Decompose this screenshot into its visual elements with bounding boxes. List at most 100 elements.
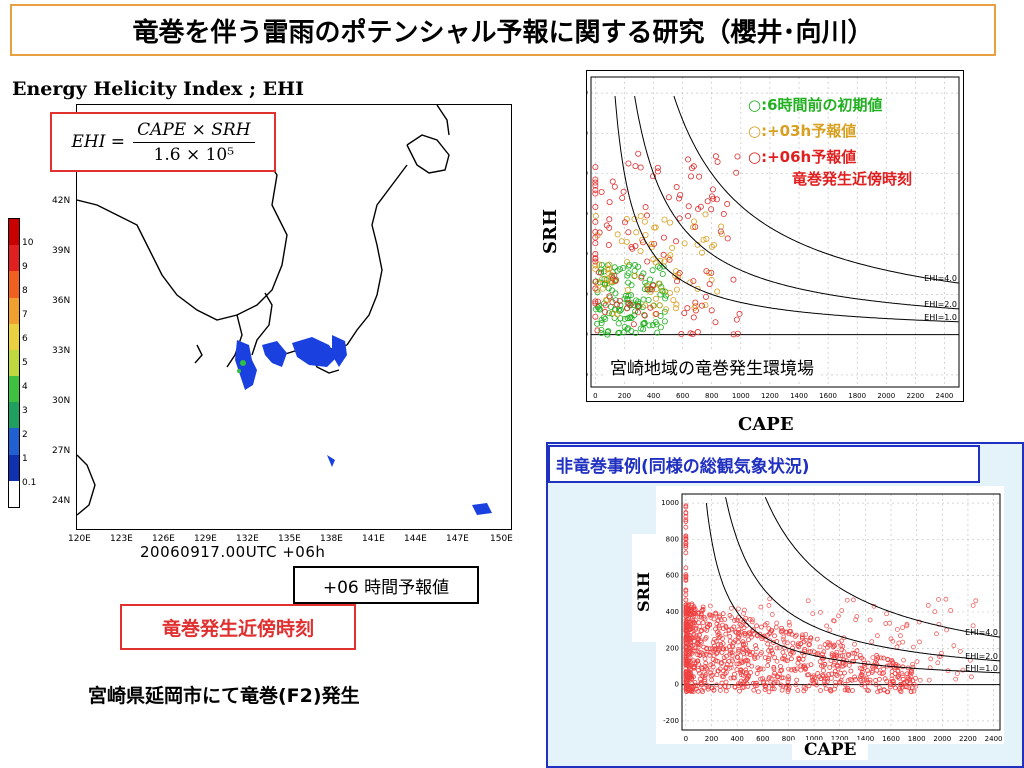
- data-point: [827, 627, 833, 633]
- data-point: [786, 619, 792, 625]
- plot2-xlabel: CAPE: [792, 740, 869, 760]
- data-point: [647, 304, 654, 311]
- data-point: [801, 639, 807, 645]
- data-point: [683, 597, 689, 603]
- data-point: [665, 194, 672, 201]
- data-point: [854, 614, 860, 619]
- data-point: [690, 224, 697, 231]
- data-point: [624, 296, 631, 303]
- lon-label: 132E: [236, 534, 259, 544]
- data-point: [737, 632, 743, 638]
- data-point: [827, 642, 833, 647]
- data-point: [844, 597, 850, 603]
- data-point: [938, 653, 944, 659]
- data-point: [712, 153, 719, 160]
- data-point: [705, 621, 710, 627]
- data-point: [730, 276, 737, 283]
- data-point: [640, 320, 647, 327]
- data-point: [697, 614, 703, 620]
- data-point: [641, 312, 648, 319]
- data-point: [604, 331, 611, 338]
- data-point: [742, 618, 747, 624]
- data-point: [841, 663, 847, 669]
- data-point: [592, 240, 599, 247]
- data-point: [692, 626, 698, 632]
- data-point: [698, 302, 705, 309]
- data-point: [592, 258, 599, 265]
- data-point: [736, 615, 741, 621]
- data-point: [821, 668, 826, 673]
- formula-denominator: 1.6 × 10⁵: [153, 144, 235, 165]
- data-point: [655, 280, 662, 287]
- y-tick-label: 600: [666, 572, 679, 580]
- map-datetime: 20060917.00UTC +06h: [140, 543, 326, 561]
- tornado-time-label: 竜巻発生近傍時刻: [120, 604, 356, 650]
- data-point: [749, 663, 755, 669]
- x-tick-label: 1000: [732, 392, 750, 400]
- data-point: [685, 684, 691, 690]
- data-point: [851, 597, 856, 603]
- data-point: [802, 647, 808, 652]
- data-point: [620, 329, 627, 336]
- data-point: [707, 622, 713, 628]
- data-point: [598, 330, 605, 337]
- data-point: [821, 663, 826, 669]
- data-point: [691, 639, 697, 644]
- data-point: [614, 231, 621, 238]
- data-point: [865, 668, 870, 673]
- data-point: [592, 176, 599, 183]
- data-point: [778, 668, 784, 674]
- lon-label: 120E: [68, 534, 91, 544]
- data-point: [840, 643, 846, 649]
- x-tick-label: 1200: [761, 392, 779, 400]
- data-point: [669, 245, 676, 252]
- x-tick-label: 600: [676, 392, 689, 400]
- data-point: [733, 630, 739, 636]
- data-point: [630, 301, 637, 308]
- x-tick-label: 2200: [959, 735, 977, 743]
- data-point: [623, 305, 630, 312]
- data-point: [720, 636, 725, 641]
- data-point: [827, 686, 833, 692]
- data-point: [606, 216, 613, 223]
- data-point: [840, 657, 846, 663]
- data-point: [751, 627, 756, 633]
- data-point: [948, 608, 954, 613]
- scatter-plot-non-tornado: 0 200 400 600 800 1000 1200 1400 1600 1800 2000 220…: [656, 486, 1004, 744]
- data-point: [609, 178, 616, 185]
- data-point: [721, 668, 726, 674]
- data-point: [730, 331, 737, 338]
- data-point: [681, 310, 688, 317]
- data-point: [900, 625, 906, 631]
- data-point: [598, 320, 605, 327]
- data-point: [878, 655, 884, 661]
- x-tick-label: 1800: [908, 735, 926, 743]
- data-point: [936, 597, 941, 602]
- data-point: [643, 212, 650, 219]
- x-tick-label: 0: [593, 392, 597, 400]
- data-point: [911, 681, 917, 687]
- data-point: [752, 656, 758, 662]
- data-point: [642, 302, 649, 309]
- data-point: [698, 682, 704, 687]
- data-point: [716, 631, 722, 636]
- data-point: [700, 689, 705, 695]
- data-point: [723, 688, 729, 694]
- data-point: [779, 675, 785, 681]
- data-point: [766, 689, 772, 695]
- data-point: [688, 173, 695, 180]
- data-point: [728, 605, 734, 611]
- data-point: [896, 640, 902, 646]
- data-point: [635, 263, 642, 270]
- data-point: [723, 646, 729, 652]
- data-point: [602, 302, 609, 309]
- data-point: [867, 617, 873, 623]
- data-point: [696, 650, 702, 655]
- data-point: [661, 216, 668, 223]
- data-point: [605, 328, 612, 335]
- data-point: [592, 218, 599, 225]
- y-tick-label: 200: [666, 644, 679, 652]
- data-point: [592, 204, 599, 211]
- data-point: [835, 666, 841, 672]
- data-point: [828, 675, 834, 681]
